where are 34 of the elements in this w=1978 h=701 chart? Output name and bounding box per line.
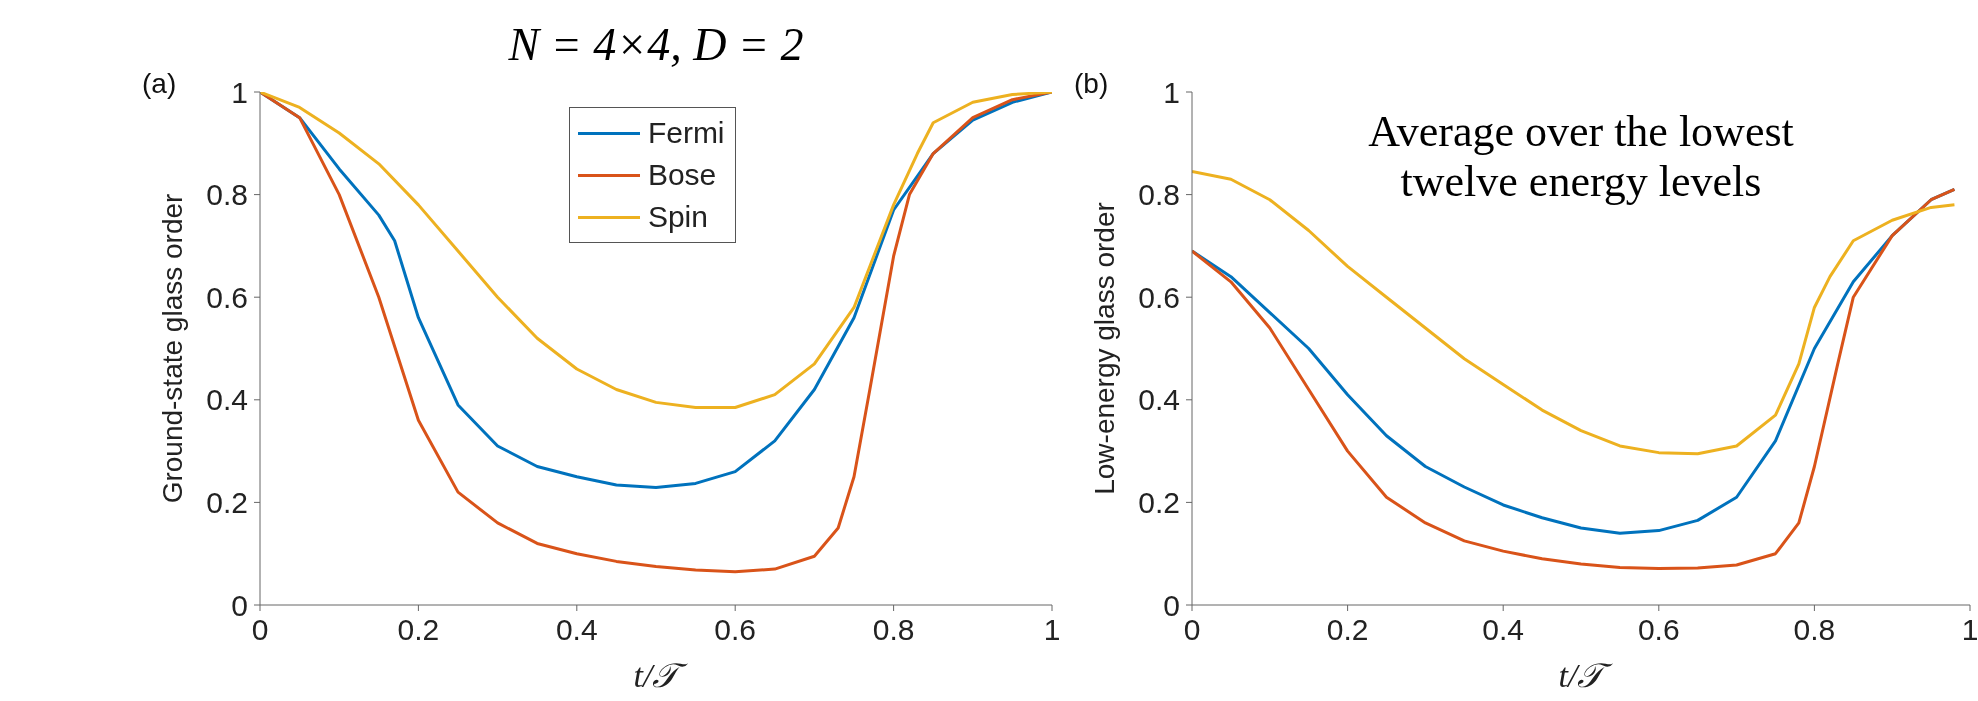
y-tick-label: 0 — [1163, 588, 1180, 622]
y-tick-label: 0.6 — [206, 280, 248, 314]
x-tick-label: 1 — [1043, 613, 1061, 647]
chart-title: N = 4×4, D = 2 — [507, 18, 805, 71]
x-tick-label: 0.8 — [1793, 613, 1836, 647]
x-tick-label: 1 — [1961, 613, 1978, 647]
x-tick-label: 0.2 — [1326, 613, 1369, 647]
y-tick-label: 0.2 — [206, 486, 248, 520]
x-tick-label: 0.6 — [714, 613, 757, 647]
y-axis-title: Low-energy glass order — [1088, 202, 1120, 495]
annotation: Average over the lowest twelve energy levels — [1367, 107, 1795, 207]
x-tick-label: 0.4 — [555, 613, 598, 647]
y-axis-title: Ground-state glass order — [156, 193, 188, 504]
text: (a) — [142, 68, 177, 100]
x-tick-label: 0.6 — [1637, 613, 1680, 647]
y-tick-label: 0.8 — [1138, 178, 1180, 212]
y-tick-label: 0.4 — [206, 383, 248, 417]
y-tick-label: 1 — [1163, 75, 1180, 109]
legend-label: Fermi — [647, 116, 725, 150]
x-tick-label: 0.8 — [872, 613, 915, 647]
y-tick-label: 0.8 — [206, 178, 248, 212]
x-tick-label: 0.4 — [1482, 613, 1525, 647]
x-axis-title: t/𝒯 — [633, 657, 689, 694]
text: (b) — [1074, 68, 1109, 100]
y-tick-label: 0 — [231, 588, 248, 622]
x-tick-label: 0.2 — [397, 613, 440, 647]
y-tick-label: 0.2 — [1138, 486, 1180, 520]
y-tick-label: 0.6 — [1138, 280, 1180, 314]
y-tick-label: 1 — [231, 75, 248, 109]
legend-label: Bose — [647, 158, 717, 192]
x-axis-title: t/𝒯 — [1558, 657, 1614, 694]
line-series — [260, 92, 1052, 409]
y-tick-label: 0.4 — [1138, 383, 1180, 417]
legend-label: Spin — [647, 200, 708, 234]
